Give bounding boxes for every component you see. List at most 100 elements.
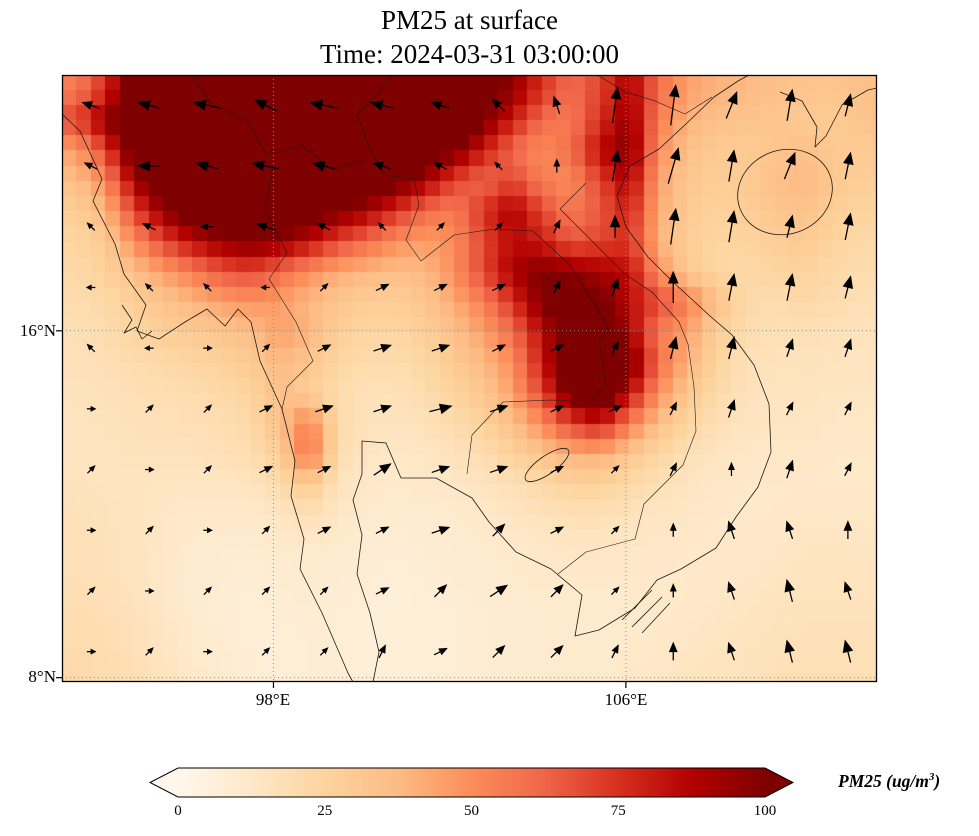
wind-arrow-head bbox=[146, 647, 154, 655]
wind-arrow-shaft bbox=[149, 226, 156, 231]
wind-arrow-shaft bbox=[373, 347, 383, 352]
wind-arrow-head bbox=[263, 343, 271, 351]
wind-arrow-head bbox=[727, 581, 736, 593]
wind-arrow-shaft bbox=[489, 590, 499, 598]
wind-arrow-shaft bbox=[550, 468, 558, 474]
wind-arrow-shaft bbox=[847, 651, 852, 663]
wind-arrow-head bbox=[842, 93, 854, 107]
wind-arrow-shaft bbox=[844, 163, 850, 180]
wind-arrow-shaft bbox=[492, 529, 500, 537]
wind-arrow-shaft bbox=[844, 469, 849, 477]
wind-arrow-shaft bbox=[375, 590, 383, 595]
wind-arrow-head bbox=[668, 207, 680, 222]
wind-arrow-head bbox=[784, 578, 795, 593]
wind-arrow-head bbox=[669, 462, 677, 472]
lat-lon-gridlines bbox=[62, 75, 877, 682]
wind-arrow-shaft bbox=[550, 408, 558, 413]
wind-arrow-shaft bbox=[844, 287, 849, 299]
colorbar-tick-label: 50 bbox=[464, 803, 479, 819]
wind-arrow-head bbox=[843, 151, 854, 166]
wind-arrow-shaft bbox=[317, 529, 325, 534]
wind-arrow-head bbox=[669, 147, 681, 161]
wind-arrow-head bbox=[612, 525, 620, 533]
wind-arrow-shaft bbox=[611, 347, 616, 355]
wind-arrow-shaft bbox=[670, 96, 676, 126]
wind-arrow-head bbox=[610, 277, 620, 290]
wind-arrow-head bbox=[195, 160, 210, 172]
wind-arrow-head bbox=[843, 581, 853, 593]
axes-frame bbox=[61, 74, 878, 683]
wind-arrow-shaft bbox=[381, 226, 387, 231]
wind-arrow-shaft bbox=[786, 284, 791, 301]
wind-arrow-head bbox=[253, 99, 268, 110]
wind-arrow-shaft bbox=[610, 529, 616, 535]
wind-arrow-shaft bbox=[553, 226, 558, 234]
country-borders bbox=[191, 74, 713, 575]
wind-arrow-shaft bbox=[431, 347, 441, 352]
wind-arrow-shaft bbox=[498, 104, 505, 112]
wind-arrow-head bbox=[263, 525, 271, 533]
wind-arrow-head bbox=[438, 343, 451, 353]
x-tick-98e: 98°E bbox=[255, 690, 291, 709]
wind-arrow-shaft bbox=[261, 590, 267, 596]
wind-arrow-head bbox=[137, 160, 150, 172]
colorbar-gradient-bar bbox=[178, 768, 765, 797]
wind-arrow-head bbox=[380, 404, 393, 414]
wind-arrow-head bbox=[438, 403, 453, 415]
wind-arrow-head bbox=[842, 639, 854, 654]
wind-arrow-head bbox=[437, 222, 445, 230]
axis-tick-marks bbox=[56, 330, 627, 688]
wind-arrow-shaft bbox=[373, 408, 383, 413]
wind-arrow-shaft bbox=[730, 590, 735, 600]
wind-arrow-head bbox=[90, 648, 97, 655]
wind-arrow-head bbox=[726, 272, 738, 287]
wind-arrow-head bbox=[88, 586, 96, 594]
wind-arrow-head bbox=[496, 344, 507, 352]
wind-arrow-head bbox=[784, 214, 795, 229]
wind-arrow-head bbox=[369, 100, 384, 111]
pm25-heatmap-canvas bbox=[62, 75, 877, 682]
wind-arrow-head bbox=[844, 401, 852, 411]
wind-arrow-head bbox=[552, 95, 562, 108]
wind-arrow-head bbox=[316, 223, 327, 231]
wind-arrow-head bbox=[263, 405, 274, 413]
wind-arrow-head bbox=[727, 461, 735, 471]
wind-arrow-shaft bbox=[319, 651, 325, 656]
wind-arrow-head bbox=[496, 465, 509, 475]
wind-arrow-shaft bbox=[90, 347, 96, 353]
wind-arrow-head bbox=[438, 465, 451, 475]
wind-arrow-head bbox=[669, 522, 677, 531]
wind-arrow-head bbox=[496, 222, 504, 230]
wind-arrow-shaft bbox=[728, 222, 733, 243]
wind-arrow-head bbox=[321, 586, 329, 594]
wind-arrow-shaft bbox=[550, 529, 558, 534]
wind-arrow-shaft bbox=[725, 102, 734, 119]
y-tick-16n: 16°N bbox=[19, 321, 56, 340]
wind-arrow-head bbox=[321, 282, 329, 290]
wind-arrow-shaft bbox=[730, 651, 735, 661]
wind-arrow-head bbox=[205, 586, 213, 594]
wind-arrow-shaft bbox=[492, 651, 500, 659]
map-overlay bbox=[56, 74, 878, 688]
wind-arrow-shaft bbox=[550, 651, 558, 659]
colorbar bbox=[148, 767, 795, 798]
wind-arrow-head bbox=[669, 401, 677, 411]
wind-arrow-shaft bbox=[610, 590, 616, 596]
wind-arrow-head bbox=[207, 345, 213, 352]
wind-arrow-shaft bbox=[381, 165, 392, 170]
wind-arrow-head bbox=[554, 405, 565, 413]
wind-arrow-shaft bbox=[669, 408, 674, 416]
wind-arrow-shaft bbox=[378, 651, 383, 659]
wind-arrow-head bbox=[553, 219, 561, 229]
x-tick-106e: 106°E bbox=[604, 690, 648, 709]
wind-arrow-shaft bbox=[788, 590, 794, 603]
wind-arrow-head bbox=[727, 641, 736, 654]
wind-arrow-shaft bbox=[440, 165, 447, 170]
wind-arrow-head bbox=[141, 223, 152, 231]
wind-arrow-head bbox=[207, 527, 213, 534]
wind-arrow-head bbox=[609, 214, 621, 228]
wind-arrow-shaft bbox=[207, 286, 212, 292]
wind-arrow-head bbox=[844, 462, 852, 472]
colorbar-tick-label: 25 bbox=[317, 803, 333, 819]
wind-arrow-shaft bbox=[434, 590, 441, 598]
